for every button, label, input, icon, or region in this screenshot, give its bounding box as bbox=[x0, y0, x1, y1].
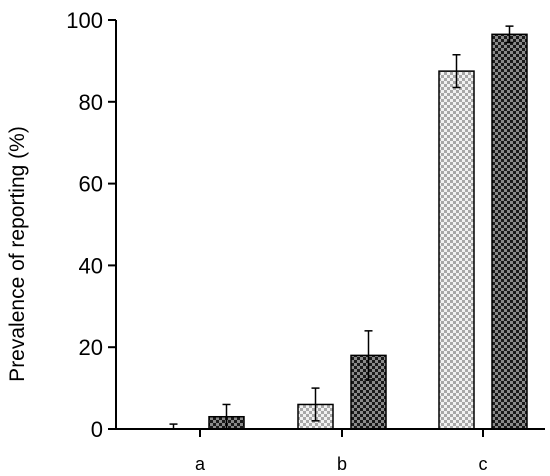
x-tick-label: c bbox=[479, 454, 488, 474]
x-axis-ticks: a b c bbox=[195, 429, 488, 474]
y-tick-label: 20 bbox=[79, 335, 103, 360]
y-tick-label: 40 bbox=[79, 253, 103, 278]
error-bar-b-series-2 bbox=[364, 330, 373, 381]
bar-c-series-1 bbox=[438, 70, 475, 430]
y-tick-label: 80 bbox=[79, 90, 103, 115]
bars bbox=[208, 33, 528, 430]
error-bars bbox=[169, 25, 514, 429]
y-axis-label: Prevalence of reporting (%) bbox=[6, 126, 29, 382]
y-tick-label: 0 bbox=[91, 417, 103, 442]
error-bar-b-series-1 bbox=[311, 387, 320, 422]
x-tick-label: b bbox=[337, 454, 347, 474]
y-tick-label: 100 bbox=[66, 8, 103, 33]
error-bar-a-series-2 bbox=[222, 403, 231, 429]
x-tick-label: a bbox=[195, 454, 206, 474]
y-axis-ticks: 0 20 40 60 80 100 bbox=[66, 8, 116, 442]
y-tick-label: 60 bbox=[79, 172, 103, 197]
bar-c-series-2 bbox=[491, 33, 528, 430]
error-bar-c-series-1 bbox=[452, 54, 461, 89]
error-bar-c-series-2 bbox=[505, 25, 514, 44]
